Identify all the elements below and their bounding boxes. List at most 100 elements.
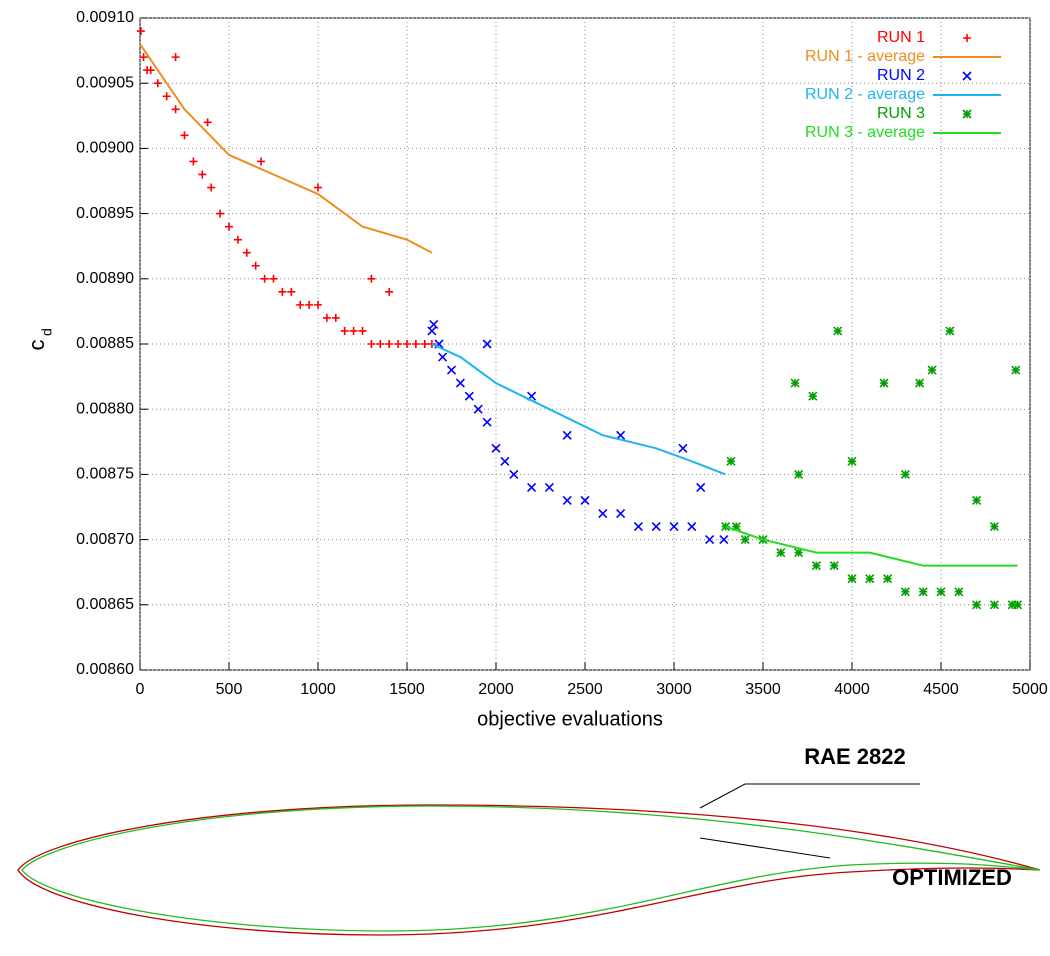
point bbox=[509, 469, 519, 479]
y-axis-label: c d bbox=[24, 328, 55, 350]
point bbox=[464, 391, 474, 401]
point bbox=[829, 561, 839, 571]
point bbox=[427, 326, 437, 336]
point bbox=[562, 495, 572, 506]
point bbox=[139, 53, 148, 62]
point bbox=[296, 300, 305, 309]
point bbox=[808, 391, 818, 401]
point bbox=[918, 587, 928, 597]
point bbox=[287, 287, 296, 296]
x-tick-label: 2000 bbox=[478, 681, 514, 698]
point bbox=[527, 482, 537, 493]
point bbox=[189, 157, 198, 166]
leader-line bbox=[699, 783, 920, 809]
point bbox=[429, 319, 439, 330]
point bbox=[847, 456, 857, 466]
y-tick-label: 0.00905 bbox=[76, 74, 134, 91]
point bbox=[883, 574, 893, 584]
legend-swatch bbox=[962, 109, 972, 119]
point bbox=[1012, 600, 1023, 610]
y-tick-label: 0.00900 bbox=[76, 140, 134, 157]
point bbox=[972, 495, 982, 506]
average-line bbox=[431, 343, 726, 476]
legend: RUN 1 RUN 1 - average RUN 2 RUN 2 - average… bbox=[805, 29, 1001, 141]
x-tick-label: 1500 bbox=[389, 681, 425, 698]
y-tick-label: 0.00895 bbox=[76, 205, 134, 222]
point bbox=[331, 313, 340, 322]
average-line bbox=[139, 43, 433, 254]
point bbox=[616, 508, 626, 519]
point bbox=[207, 183, 216, 192]
point bbox=[954, 587, 964, 597]
y-tick-label: 0.00885 bbox=[76, 335, 134, 352]
point bbox=[719, 535, 729, 545]
point bbox=[972, 600, 982, 610]
point bbox=[146, 66, 155, 75]
legend-label: RUN 1 bbox=[877, 29, 925, 46]
point bbox=[731, 521, 741, 532]
point bbox=[989, 600, 999, 610]
point bbox=[915, 378, 925, 388]
point bbox=[776, 548, 786, 558]
y-tick-label: 0.00860 bbox=[76, 661, 134, 678]
point bbox=[257, 157, 266, 166]
x-tick-label: 0 bbox=[136, 681, 145, 698]
point bbox=[403, 340, 411, 348]
point bbox=[455, 378, 465, 388]
point bbox=[900, 587, 910, 597]
point bbox=[633, 521, 643, 532]
point bbox=[544, 482, 554, 493]
x-tick-label: 3500 bbox=[745, 681, 781, 698]
point bbox=[314, 183, 322, 192]
point bbox=[794, 469, 804, 479]
point bbox=[358, 326, 367, 335]
point bbox=[500, 456, 510, 466]
point bbox=[171, 105, 180, 114]
point bbox=[322, 313, 331, 322]
point bbox=[278, 287, 287, 296]
point bbox=[349, 326, 358, 335]
point bbox=[136, 27, 145, 36]
airfoil-label: RAE 2822 bbox=[804, 744, 906, 769]
point bbox=[225, 222, 233, 231]
average-line bbox=[725, 525, 1018, 567]
point bbox=[936, 587, 946, 597]
point bbox=[420, 340, 429, 348]
point bbox=[340, 326, 349, 335]
point bbox=[865, 574, 875, 584]
x-axis-label: objective evaluations bbox=[477, 708, 663, 730]
point bbox=[1007, 600, 1017, 610]
point bbox=[305, 300, 314, 309]
point bbox=[1011, 365, 1021, 375]
point bbox=[269, 274, 278, 283]
point bbox=[794, 548, 804, 558]
point bbox=[482, 339, 492, 349]
point bbox=[900, 469, 910, 479]
point bbox=[260, 274, 269, 283]
airfoil-label: OPTIMIZED bbox=[892, 865, 1012, 890]
x-tick-label: 5000 bbox=[1012, 681, 1048, 698]
legend-label: RUN 3 bbox=[877, 105, 925, 122]
point bbox=[216, 209, 225, 218]
point bbox=[242, 248, 251, 257]
point bbox=[367, 274, 376, 283]
point bbox=[394, 340, 403, 348]
point bbox=[251, 261, 260, 270]
point bbox=[687, 521, 697, 532]
airfoil: RAE 2822 OPTIMIZED bbox=[17, 744, 1041, 936]
point bbox=[171, 53, 180, 62]
point bbox=[678, 443, 688, 453]
point bbox=[376, 340, 385, 348]
point bbox=[562, 430, 572, 440]
y-axis-label-main: c bbox=[24, 340, 49, 351]
point bbox=[367, 340, 376, 348]
rae2822-profile bbox=[17, 804, 1041, 936]
point bbox=[879, 378, 889, 388]
y-tick-label: 0.00910 bbox=[76, 9, 134, 26]
point bbox=[385, 340, 394, 348]
point bbox=[385, 287, 394, 296]
point bbox=[790, 378, 800, 388]
point bbox=[651, 521, 661, 532]
legend-label: RUN 2 - average bbox=[805, 86, 925, 103]
